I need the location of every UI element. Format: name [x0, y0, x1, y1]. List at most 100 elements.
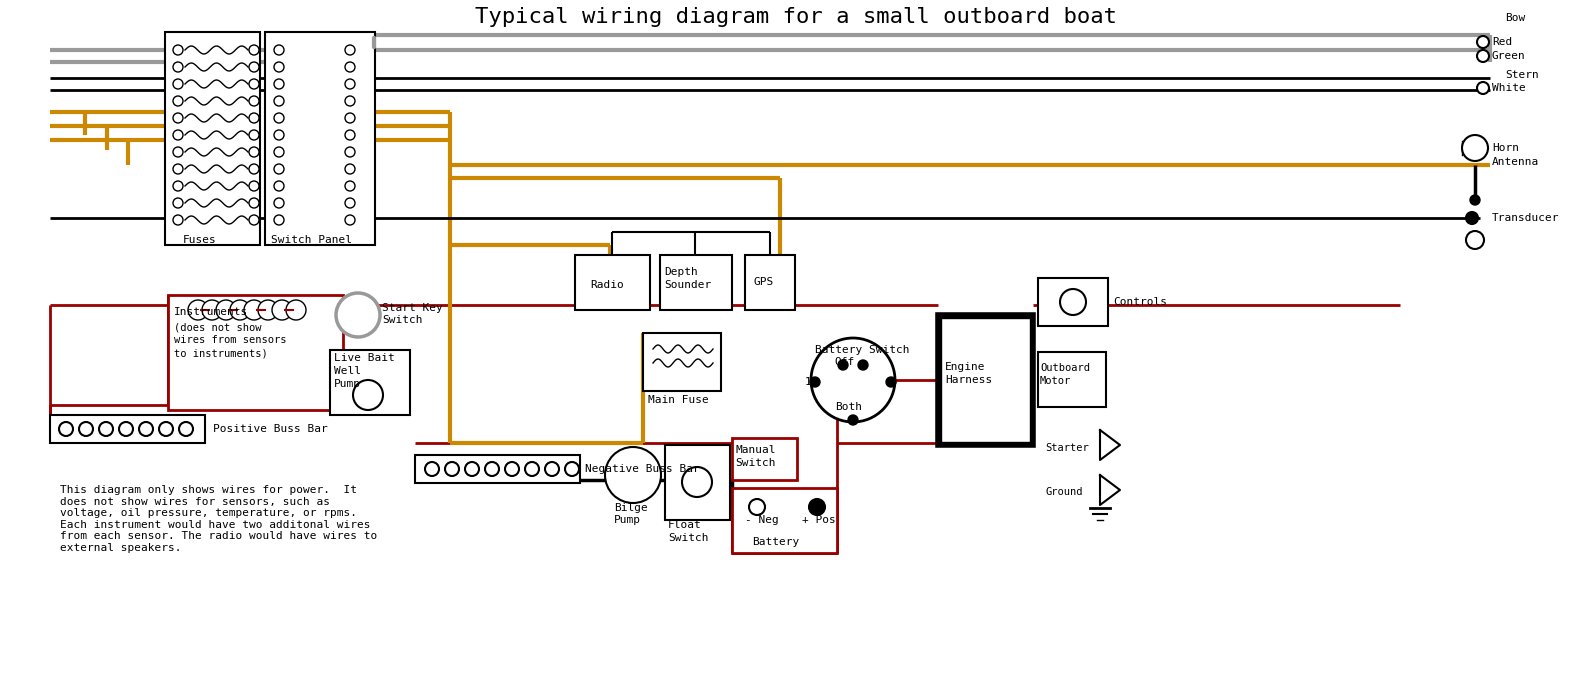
- Circle shape: [1461, 135, 1489, 161]
- Circle shape: [525, 462, 540, 476]
- Circle shape: [345, 164, 355, 174]
- Circle shape: [188, 300, 209, 320]
- Text: Off: Off: [834, 357, 855, 367]
- Circle shape: [810, 338, 895, 422]
- Text: to instruments): to instruments): [174, 348, 267, 358]
- Circle shape: [174, 96, 183, 106]
- Text: Both: Both: [834, 402, 861, 412]
- Circle shape: [887, 377, 896, 387]
- Text: - Neg: - Neg: [745, 515, 778, 525]
- Circle shape: [345, 96, 355, 106]
- Bar: [665, 445, 731, 520]
- Text: Bow: Bow: [1504, 13, 1525, 23]
- Circle shape: [229, 300, 250, 320]
- Circle shape: [1466, 231, 1484, 249]
- Bar: [169, 295, 342, 410]
- Text: Starter: Starter: [1044, 443, 1089, 453]
- Bar: [941, 318, 1030, 442]
- Bar: [732, 488, 837, 553]
- Circle shape: [139, 422, 153, 436]
- Circle shape: [248, 45, 259, 55]
- Text: Switch: Switch: [669, 533, 708, 543]
- Circle shape: [345, 45, 355, 55]
- Text: wires from sensors: wires from sensors: [174, 335, 287, 345]
- Text: (does not show: (does not show: [174, 322, 261, 332]
- Circle shape: [99, 422, 113, 436]
- Circle shape: [486, 462, 498, 476]
- Circle shape: [80, 422, 92, 436]
- Circle shape: [174, 130, 183, 140]
- Bar: [1038, 352, 1106, 407]
- Bar: [661, 255, 732, 310]
- Circle shape: [248, 96, 259, 106]
- Circle shape: [345, 113, 355, 123]
- Circle shape: [505, 462, 519, 476]
- Circle shape: [274, 45, 283, 55]
- Circle shape: [1060, 289, 1086, 315]
- Circle shape: [849, 415, 858, 425]
- Circle shape: [174, 45, 183, 55]
- Circle shape: [274, 79, 283, 89]
- Circle shape: [174, 164, 183, 174]
- Text: Motor: Motor: [1040, 376, 1071, 386]
- Text: Antenna: Antenna: [1492, 157, 1539, 167]
- Bar: [732, 438, 798, 480]
- Circle shape: [1469, 195, 1481, 205]
- Circle shape: [465, 462, 479, 476]
- Text: Green: Green: [1492, 51, 1525, 61]
- Circle shape: [274, 62, 283, 72]
- Circle shape: [837, 360, 849, 370]
- Bar: [416, 455, 579, 483]
- Circle shape: [174, 215, 183, 225]
- Circle shape: [544, 462, 559, 476]
- Circle shape: [119, 422, 134, 436]
- Circle shape: [248, 62, 259, 72]
- Text: Switch: Switch: [736, 458, 775, 468]
- Bar: [330, 350, 411, 415]
- Circle shape: [336, 293, 380, 337]
- Circle shape: [248, 198, 259, 208]
- Bar: [1038, 278, 1108, 326]
- Bar: [166, 32, 259, 245]
- Text: This diagram only shows wires for power.  It
does not show wires for sensors, su: This diagram only shows wires for power.…: [60, 485, 377, 553]
- Text: Depth: Depth: [664, 267, 697, 277]
- Circle shape: [248, 113, 259, 123]
- Circle shape: [274, 96, 283, 106]
- Text: White: White: [1492, 83, 1525, 93]
- Text: Stern: Stern: [1504, 70, 1539, 80]
- Circle shape: [248, 130, 259, 140]
- Text: Harness: Harness: [946, 375, 992, 385]
- Text: Sounder: Sounder: [664, 280, 712, 290]
- Text: Pump: Pump: [615, 515, 642, 525]
- Text: + Pos: + Pos: [802, 515, 836, 525]
- Circle shape: [274, 198, 283, 208]
- Circle shape: [345, 130, 355, 140]
- Circle shape: [809, 499, 825, 515]
- Circle shape: [748, 499, 766, 515]
- Text: GPS: GPS: [753, 277, 774, 287]
- Circle shape: [274, 147, 283, 157]
- Text: Main Fuse: Main Fuse: [648, 395, 708, 405]
- Circle shape: [202, 300, 221, 320]
- Circle shape: [217, 300, 236, 320]
- Circle shape: [274, 113, 283, 123]
- Circle shape: [1466, 212, 1477, 224]
- Text: Well: Well: [334, 366, 361, 376]
- Text: Positive Buss Bar: Positive Buss Bar: [213, 424, 328, 434]
- Text: Red: Red: [1492, 37, 1512, 47]
- Circle shape: [1477, 50, 1489, 62]
- Circle shape: [425, 462, 439, 476]
- Circle shape: [248, 147, 259, 157]
- Text: Radio: Radio: [591, 280, 624, 290]
- Text: Pump: Pump: [334, 379, 361, 389]
- Circle shape: [345, 79, 355, 89]
- Circle shape: [605, 447, 661, 503]
- Circle shape: [1477, 82, 1489, 94]
- Circle shape: [272, 300, 291, 320]
- Circle shape: [274, 181, 283, 191]
- Circle shape: [174, 181, 183, 191]
- Circle shape: [274, 164, 283, 174]
- Bar: [49, 415, 205, 443]
- Circle shape: [345, 147, 355, 157]
- Text: Bilge: Bilge: [615, 503, 648, 513]
